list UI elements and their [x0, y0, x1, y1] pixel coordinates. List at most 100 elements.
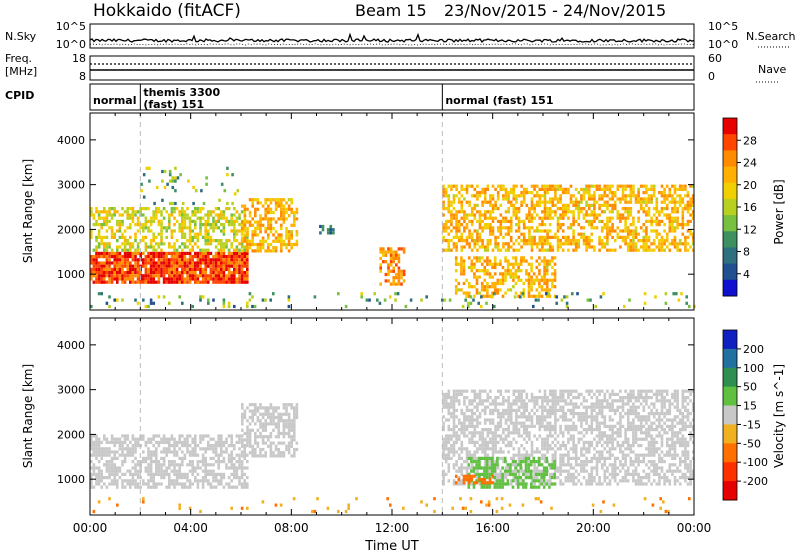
power-cell [123, 264, 127, 268]
velocity-cell [564, 469, 568, 473]
power-cell [261, 204, 265, 208]
power-cell [603, 226, 607, 230]
power-cell [491, 210, 495, 214]
velocity-cell [554, 405, 557, 409]
power-cell [642, 235, 646, 239]
power-cell [282, 239, 286, 243]
power-cell [90, 255, 93, 259]
power-cell [240, 277, 244, 281]
velocity-cell [194, 479, 197, 483]
velocity-cell [587, 424, 591, 428]
power-cell [113, 232, 116, 236]
power-cell [676, 210, 679, 214]
velocity-cell [507, 412, 510, 416]
velocity-cell [535, 415, 539, 419]
velocity-cell [520, 412, 523, 416]
power-cell [326, 228, 330, 232]
velocity-cell [188, 485, 192, 489]
power-cell [264, 201, 267, 205]
velocity-cell [457, 428, 461, 432]
power-cell [543, 191, 547, 195]
power-cell [188, 232, 192, 236]
power-cell [442, 191, 445, 195]
velocity-cell [149, 453, 153, 457]
power-cell [652, 242, 656, 246]
power-cell [522, 259, 526, 263]
velocity-cell [225, 466, 228, 470]
power-cell [147, 304, 150, 309]
velocity-cell [520, 405, 523, 409]
velocity-cell [530, 453, 534, 457]
power-cell [528, 219, 531, 223]
power-cell [520, 200, 523, 204]
power-cell [496, 248, 500, 252]
power-cell [543, 288, 546, 292]
power-cell [220, 182, 224, 186]
velocity-cell [209, 437, 213, 441]
power-cell [201, 280, 205, 284]
power-cell [191, 213, 194, 217]
velocity-cell [105, 447, 109, 451]
velocity-cell [116, 472, 119, 476]
power-cell [642, 245, 646, 249]
power-cell [514, 291, 518, 295]
velocity-cell [170, 434, 174, 438]
power-cell [233, 304, 236, 309]
velocity-cell [504, 408, 508, 412]
power-cell [261, 223, 265, 227]
velocity-cell [277, 435, 280, 439]
power-cell [624, 226, 627, 230]
velocity-cell [598, 389, 601, 393]
velocity-cell [486, 431, 490, 435]
power-cell [538, 248, 542, 252]
power-cell [587, 191, 591, 195]
velocity-cell [444, 447, 448, 451]
power-cell [611, 197, 614, 201]
power-cell [629, 191, 633, 195]
power-cell [97, 292, 101, 296]
power-cell [608, 197, 612, 201]
power-cell [231, 201, 234, 206]
velocity-cell [149, 469, 153, 473]
power-cell [251, 295, 254, 299]
power-cell [233, 219, 236, 223]
velocity-cell [293, 447, 296, 452]
power-cell [113, 261, 116, 265]
velocity-cell [277, 447, 280, 452]
power-cell [442, 248, 445, 252]
power-cell [160, 223, 163, 227]
power-cell [118, 235, 122, 239]
power-cell [108, 280, 111, 284]
power-cell [259, 223, 262, 227]
velocity-cell [168, 437, 171, 441]
power-cell [90, 235, 93, 239]
power-cell [121, 248, 124, 252]
power-cell [116, 258, 119, 262]
power-cell [530, 275, 533, 279]
velocity-cell [551, 434, 555, 438]
power-cell [645, 210, 648, 214]
velocity-cell [217, 479, 220, 483]
power-cell [230, 219, 233, 223]
power-cell [105, 258, 109, 262]
power-cell [685, 295, 688, 299]
velocity-cell [243, 431, 247, 436]
power-cell [126, 261, 129, 265]
power-cell [684, 187, 687, 191]
power-cell [496, 194, 500, 198]
power-cell [149, 219, 153, 223]
power-cell [378, 301, 382, 305]
velocity-cell [502, 460, 505, 464]
power-cell [238, 216, 241, 220]
power-cell [267, 217, 270, 221]
velocity-cell [447, 402, 451, 406]
power-cell [395, 256, 398, 261]
power-cell [110, 216, 114, 220]
power-cell [144, 223, 148, 227]
velocity-cell [183, 440, 187, 444]
power-cell [514, 272, 518, 276]
velocity-cell [264, 428, 267, 432]
velocity-cell [274, 454, 278, 458]
power-cell [191, 255, 194, 259]
power-cell [108, 226, 111, 230]
